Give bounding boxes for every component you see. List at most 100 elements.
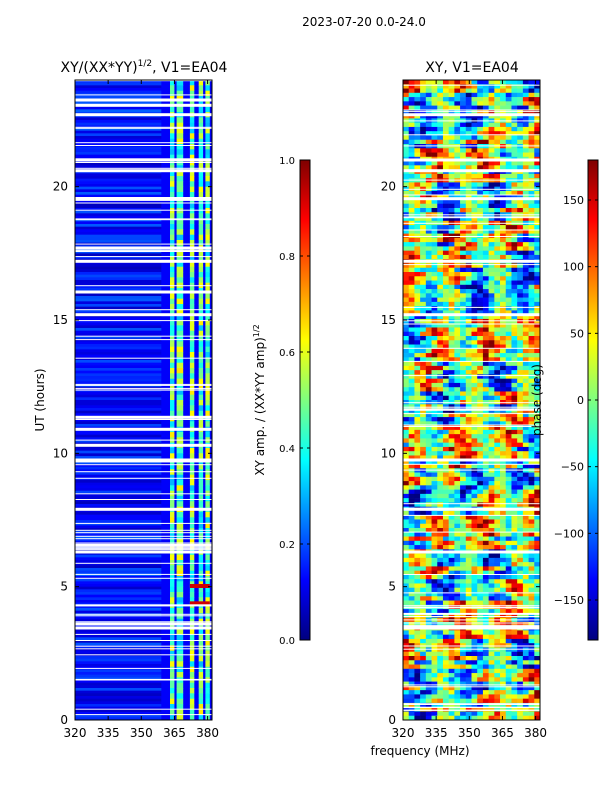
phase-heatmap-cell — [500, 114, 507, 119]
phase-heatmap-cell — [408, 391, 415, 397]
phase-heatmap-cell — [420, 84, 427, 89]
amp-flagged-line — [75, 250, 212, 252]
phase-heatmap-cell — [425, 677, 432, 682]
phase-heatmap-cell — [442, 314, 449, 320]
phase-heatmap-cell — [414, 493, 421, 499]
phase-heatmap-cell — [414, 681, 421, 687]
phase-heatmap-cell — [403, 446, 410, 452]
phase-colorbar-tick-label: −50 — [561, 461, 584, 474]
phase-heatmap-cell — [425, 464, 432, 469]
amp-band-cell — [189, 672, 195, 678]
phase-heatmap-cell — [420, 297, 427, 303]
phase-heatmap-cell — [408, 596, 415, 601]
phase-heatmap-cell — [517, 515, 524, 520]
phase-heatmap-cell — [414, 370, 421, 375]
amp-band-cell — [205, 122, 210, 129]
phase-heatmap-cell — [500, 105, 507, 111]
phase-heatmap-cell — [471, 92, 478, 98]
amp-band-cell — [176, 170, 184, 177]
amp-band-cell — [170, 176, 175, 182]
amp-ytick-label: 15 — [53, 313, 68, 327]
amp-colorbar-tick-label: 0.6 — [279, 348, 295, 359]
phase-heatmap-cell — [460, 574, 467, 580]
phase-heatmap-cell — [454, 464, 461, 469]
phase-heatmap-cell — [477, 272, 484, 277]
phase-heatmap-cell — [465, 161, 472, 166]
phase-heatmap-cell — [465, 250, 472, 256]
phase-heatmap-cell — [465, 523, 472, 529]
phase-flagged-line — [403, 214, 540, 216]
phase-heatmap-cell — [414, 382, 421, 388]
phase-heatmap-cell — [511, 690, 518, 695]
phase-heatmap-cell — [403, 621, 410, 627]
phase-heatmap-cell — [403, 613, 410, 618]
amp-band-cell — [170, 330, 175, 337]
phase-heatmap-cell — [477, 715, 484, 721]
phase-heatmap-cell — [494, 88, 501, 94]
amp-band-cell — [198, 224, 204, 230]
phase-heatmap-cell — [522, 574, 529, 580]
phase-flagged-line — [403, 703, 540, 705]
phase-heatmap-cell — [425, 408, 432, 414]
phase-heatmap-cell — [437, 131, 444, 136]
phase-heatmap-cell — [528, 152, 535, 158]
phase-heatmap-cell — [477, 451, 484, 456]
phase-heatmap-cell — [505, 242, 512, 247]
phase-heatmap-cell — [517, 668, 524, 674]
phase-heatmap-cell — [482, 92, 489, 98]
phase-heatmap-cell — [403, 165, 410, 170]
phase-heatmap-cell — [471, 331, 478, 337]
phase-heatmap-cell — [454, 523, 461, 529]
phase-heatmap-cell — [454, 681, 461, 687]
phase-heatmap-cell — [534, 336, 541, 341]
amp-band-cell — [170, 501, 175, 508]
phase-heatmap-cell — [437, 289, 444, 294]
phase-heatmap-cell — [522, 173, 529, 179]
amp-band-cell — [176, 138, 184, 145]
phase-flagged-line — [403, 306, 540, 308]
phase-heatmap-cell — [528, 673, 535, 678]
phase-heatmap-cell — [482, 455, 489, 461]
phase-heatmap-cell — [528, 600, 535, 606]
phase-heatmap-cell — [522, 263, 529, 269]
amp-band-cell — [198, 170, 204, 177]
phase-heatmap-cell — [477, 711, 484, 717]
phase-heatmap-cell — [477, 378, 484, 384]
phase-flagged-line — [403, 574, 540, 575]
amp-heatmap-row — [75, 341, 162, 345]
phase-heatmap-cell — [482, 382, 489, 388]
phase-heatmap-cell — [425, 510, 432, 516]
phase-heatmap-cell — [414, 566, 421, 571]
phase-heatmap-cell — [442, 109, 449, 115]
phase-heatmap-cell — [454, 233, 461, 239]
phase-heatmap-cell — [477, 459, 484, 465]
phase-heatmap-cell — [414, 267, 421, 273]
phase-heatmap-cell — [488, 510, 495, 516]
phase-heatmap-cell — [414, 246, 421, 251]
phase-heatmap-cell — [471, 190, 478, 196]
phase-heatmap-cell — [420, 370, 427, 375]
phase-heatmap-cell — [534, 391, 541, 397]
phase-heatmap-cell — [454, 596, 461, 601]
phase-heatmap-cell — [408, 327, 415, 333]
phase-heatmap-cell — [482, 493, 489, 499]
phase-heatmap-cell — [477, 122, 484, 128]
amp-heatmap-row — [75, 304, 162, 307]
phase-heatmap-cell — [488, 528, 495, 533]
phase-heatmap-cell — [408, 109, 415, 115]
phase-heatmap-cell — [414, 711, 421, 717]
phase-heatmap-cell — [500, 570, 507, 576]
amp-band-cell — [189, 634, 195, 641]
phase-heatmap-cell — [488, 557, 495, 563]
phase-heatmap-cell — [431, 323, 438, 328]
phase-heatmap-cell — [505, 438, 512, 443]
phase-heatmap-cell — [420, 374, 427, 379]
phase-heatmap-cell — [408, 429, 415, 435]
phase-heatmap-cell — [460, 570, 467, 576]
phase-heatmap-cell — [488, 519, 495, 525]
phase-heatmap-cell — [482, 613, 489, 618]
phase-heatmap-cell — [442, 446, 449, 452]
phase-flagged-line — [403, 402, 540, 404]
amp-band-cell — [198, 154, 204, 161]
phase-heatmap-cell — [460, 656, 467, 661]
